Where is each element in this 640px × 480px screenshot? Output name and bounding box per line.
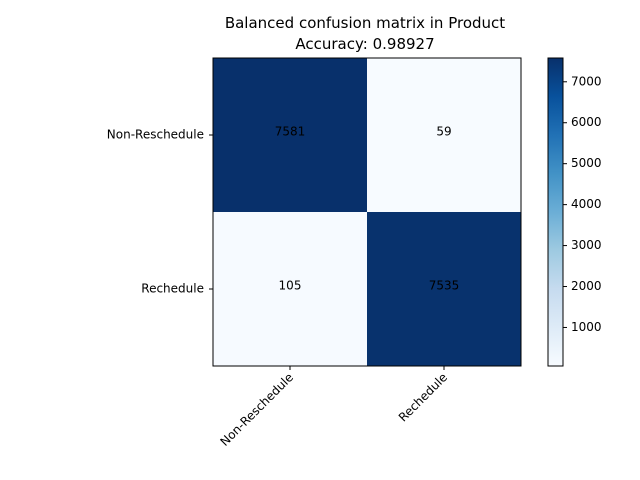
chart-title: Balanced confusion matrix in Product bbox=[225, 14, 505, 32]
matrix-cell-labels: 7581 59 105 7535 bbox=[275, 125, 460, 293]
x-tick-label: Non-Reschedule bbox=[217, 370, 296, 449]
matrix-cell bbox=[213, 212, 367, 366]
cell-value-label: 59 bbox=[436, 125, 451, 139]
colorbar-tick-label: 2000 bbox=[571, 279, 602, 293]
x-tick-label: Rechedule bbox=[396, 370, 450, 424]
cell-value-label: 7535 bbox=[429, 279, 460, 293]
colorbar-tick-label: 7000 bbox=[571, 74, 602, 88]
colorbar bbox=[547, 57, 564, 367]
colorbar-tick-label: 1000 bbox=[571, 320, 602, 334]
matrix-cell bbox=[367, 58, 521, 212]
cell-value-label: 105 bbox=[279, 279, 302, 293]
colorbar-ticks: 1000 2000 3000 4000 5000 6000 7000 bbox=[563, 74, 602, 334]
matrix-cell bbox=[367, 212, 521, 366]
colorbar-tick-label: 6000 bbox=[571, 115, 602, 129]
cell-value-label: 7581 bbox=[275, 125, 306, 139]
chart-subtitle: Accuracy: 0.98927 bbox=[295, 35, 434, 53]
colorbar-tick-label: 5000 bbox=[571, 156, 602, 170]
y-axis-ticks: Non-Reschedule Rechedule bbox=[107, 128, 213, 296]
colorbar-tick-label: 3000 bbox=[571, 238, 602, 252]
y-tick-label: Rechedule bbox=[141, 282, 204, 296]
colorbar-tick-label: 4000 bbox=[571, 197, 602, 211]
matrix-frame bbox=[212, 57, 522, 367]
x-axis-ticks: Non-Reschedule Rechedule bbox=[217, 366, 450, 449]
y-tick-label: Non-Reschedule bbox=[107, 128, 204, 142]
matrix-cells bbox=[213, 58, 521, 366]
matrix-cell bbox=[213, 58, 367, 212]
